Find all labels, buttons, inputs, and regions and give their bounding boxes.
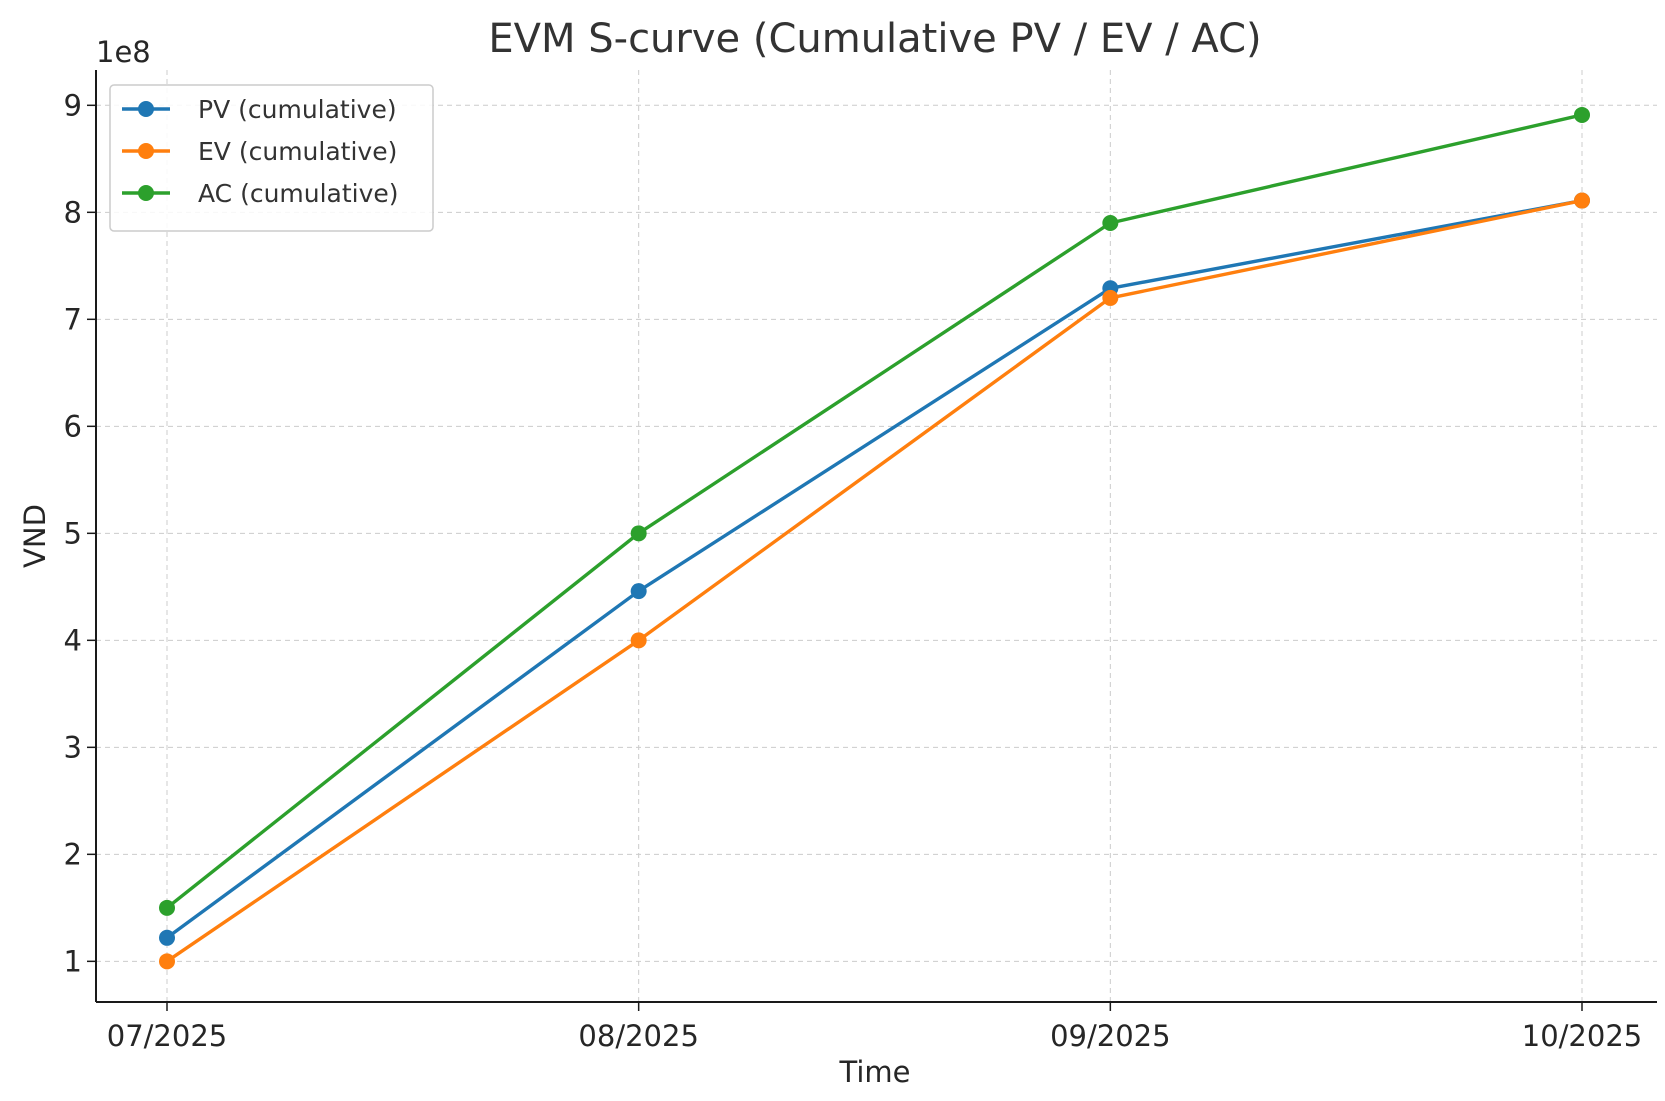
x-axis-label: Time [839,1055,911,1089]
legend: PV (cumulative) EV (cumulative) AC (cumula… [109,84,434,232]
y-tick-label: 4 [64,623,82,657]
y-tick-label: 6 [64,409,82,443]
legend-item: PV (cumulative) [122,95,397,124]
series [159,192,1590,946]
y-tick: 1 [64,944,96,978]
series-line [165,113,1583,910]
grid [96,70,1657,1002]
y-tick: 8 [64,195,96,229]
series-line [166,198,1583,963]
x-tick: 07/2025 [107,1002,227,1053]
data-point [630,632,647,649]
series-group [159,106,1590,970]
y-tick: 7 [64,302,96,336]
legend-swatch-marker [138,101,154,117]
x-axis-ticks: 07/2025 08/2025 09/2025 10/2025 [107,1002,1642,1053]
series-line [165,198,1583,940]
x-tick-label: 10/2025 [1522,1019,1642,1053]
chart-title: EVM S-curve (Cumulative PV / EV / AC) [488,16,1261,62]
legend-swatch-marker [138,185,154,201]
legend-swatch-marker [138,143,154,159]
y-axis-label: VND [18,504,52,568]
y-tick-label: 2 [64,837,82,871]
y-tick: 4 [64,623,96,657]
legend-item: EV (cumulative) [122,137,397,166]
series [159,192,1590,970]
y-tick-label: 7 [64,302,82,336]
y-offset-label: 1e8 [96,35,151,69]
y-tick: 3 [64,730,96,764]
legend-label: PV (cumulative) [198,95,397,124]
data-point [1574,192,1590,209]
legend-box [109,84,434,232]
y-tick-label: 8 [64,195,82,229]
y-axis-ticks: 1 2 3 4 5 6 7 8 9 [64,88,96,978]
x-tick: 09/2025 [1050,1002,1171,1053]
y-tick: 5 [64,516,96,550]
x-tick-label: 09/2025 [1050,1019,1170,1053]
legend-item: AC (cumulative) [122,179,399,208]
y-tick-label: 5 [64,516,82,550]
x-tick: 10/2025 [1522,1002,1642,1053]
y-tick: 6 [64,409,96,443]
data-point [1102,215,1119,232]
legend-label: AC (cumulative) [198,179,399,208]
x-tick: 08/2025 [578,1002,699,1053]
data-point [159,899,175,916]
legend-label: EV (cumulative) [198,137,397,166]
data-point [159,929,175,946]
data-point [159,953,175,970]
data-point [1574,106,1590,123]
series [159,106,1590,916]
y-tick-label: 1 [64,944,82,978]
data-point [630,583,647,600]
y-tick: 9 [64,88,96,122]
y-tick-label: 3 [64,730,82,764]
data-point [630,525,647,542]
x-tick-label: 07/2025 [107,1019,227,1053]
data-point [1102,289,1119,306]
y-tick-label: 9 [64,88,82,122]
x-tick-label: 08/2025 [578,1019,698,1053]
y-tick: 2 [64,837,96,871]
